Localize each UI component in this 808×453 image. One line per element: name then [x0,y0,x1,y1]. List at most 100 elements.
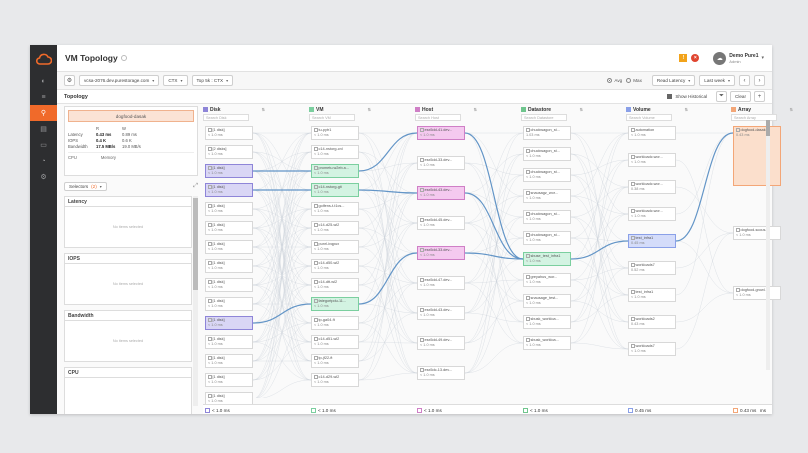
vm-node[interactable]: c14-d51-wl2 < 1.0 ms [311,335,359,349]
host-node[interactable]: esx5dd-41.dev... < 1.0 ms [417,126,465,140]
datastore-node[interactable]: snausage_test... < 1.0 ms [523,294,571,308]
filter-icon[interactable]: ⏷ [716,91,728,102]
vm-node[interactable]: c14-nstorg-cnl < 1.0 ms [311,145,359,159]
sidebar-scrollbar[interactable] [193,196,198,406]
next-arrow-icon[interactable]: › [754,75,765,86]
info-icon[interactable] [120,55,127,61]
alert-icon[interactable]: ! [679,54,688,62]
disk-node[interactable]: [1 disk] < 1.0 ms [205,373,253,387]
vm-node[interactable]: prometu.w2eb.a... < 1.0 ms [311,164,359,178]
column-header[interactable]: Datastore ⇅ [521,106,583,113]
column-header[interactable]: Volume ⇅ [626,106,688,113]
array-node[interactable]: dogfood-growl... < 1.0 ms [733,286,781,300]
disk-node[interactable]: [1 disk] < 1.0 ms [205,240,253,254]
host-node[interactable]: esx5dc-13.dev... < 1.0 ms [417,366,465,380]
array-node[interactable]: dogfood-scous... < 1.0 ms [733,226,781,240]
column-header[interactable]: Host ⇅ [415,106,477,113]
datastore-node[interactable]: chuckwagon_st... 1.03 ms [523,126,571,140]
vm-node[interactable]: tp-jf22-ft < 1.0 ms [311,354,359,368]
disk-node[interactable]: [1 disk] < 1.0 ms [205,164,253,178]
host-node[interactable]: esx5dd-33.dev... < 1.0 ms [417,246,465,260]
nav-settings-icon[interactable]: ⚙ [40,174,47,181]
array-node[interactable]: dogfood-dasak 0.43 ms [733,126,781,186]
volume-node[interactable]: workloadc.wor... 0.38 ms [628,180,676,194]
sort-select[interactable]: Top 5k : CTX ▾ [191,75,234,86]
column-search-input[interactable]: Search Volume [626,114,672,121]
column-header[interactable]: Disk ⇅ [203,106,265,113]
disk-node[interactable]: [1 disk] < 1.0 ms [205,202,253,216]
host-node[interactable]: esx5dd-49.dev... < 1.0 ms [417,336,465,350]
host-node[interactable]: esx5dd-43.dev... < 1.0 ms [417,306,465,320]
datastore-node[interactable]: greyahus_wor... < 1.0 ms [523,273,571,287]
column-search-input[interactable]: Search Host [415,114,461,121]
vm-node[interactable]: c14-dtt-wl2 < 1.0 ms [311,278,359,292]
vm-node[interactable]: c14-d50-wl2 < 1.0 ms [311,259,359,273]
vm-node[interactable]: tu-pytr1 < 1.0 ms [311,126,359,140]
disk-node[interactable]: [1 disk] < 1.0 ms [205,259,253,273]
clear-button[interactable]: Clear [730,91,751,102]
selectors-dropdown[interactable]: Selectors (2) ▾ [64,181,107,191]
nav-dashboard-icon[interactable]: ◐ [41,77,46,85]
time-range-select[interactable]: Last week ▾ [699,75,735,86]
nav-storage-icon[interactable]: ▤ [40,126,47,133]
user-menu[interactable]: ☁ Demo Pure1 Admin ▾ [713,51,764,65]
vm-node[interactable]: c14-d25-wl2 < 1.0 ms [311,221,359,235]
vm-node[interactable]: tp-ga04-ft < 1.0 ms [311,316,359,330]
column-header[interactable]: Array ⇅ [731,106,793,113]
vm-node[interactable]: golfens-t-t1cs... < 1.0 ms [311,202,359,216]
volume-node[interactable]: workloads2 0.43 ms [628,315,676,329]
settings-icon[interactable]: ⚙ [64,75,75,86]
vm-node[interactable]: c14-d29-wl2 < 1.0 ms [311,373,359,387]
selected-array-chip[interactable]: dogfood-dasak [68,110,194,122]
disk-node[interactable]: [2 disks] < 1.0 ms [205,145,253,159]
add-icon[interactable]: + [754,91,765,102]
volume-node[interactable]: test_infra1 0.45 ms [628,234,676,248]
disk-node[interactable]: [1 disk] < 1.0 ms [205,183,253,197]
column-search-input[interactable]: Search VM [309,114,355,121]
show-historical-checkbox[interactable] [667,94,673,99]
pure-logo[interactable] [30,45,57,73]
host-node[interactable]: esx5dd-47.dev... < 1.0 ms [417,276,465,290]
disk-node[interactable]: [1 disk] < 1.0 ms [205,278,253,292]
datastore-node[interactable]: sbuse_test_infra1 < 1.0 ms [523,252,571,266]
volume-node[interactable]: automation < 1.0 ms [628,126,676,140]
disk-node[interactable]: [1 disk] < 1.0 ms [205,126,253,140]
metric-select[interactable]: Read Latency ▾ [651,75,696,86]
volume-node[interactable]: test_infra1 < 1.0 ms [628,288,676,302]
vm-node[interactable]: c14-nstorg-git < 1.0 ms [311,183,359,197]
volume-node[interactable]: workloadc.wor... < 1.0 ms [628,207,676,221]
vm-node[interactable]: fategortpdu-11... < 1.0 ms [311,297,359,311]
column-header[interactable]: VM ⇅ [309,106,371,113]
expand-icon[interactable]: ⤢ [193,182,198,189]
volume-node[interactable]: workloads7 0.52 ms [628,261,676,275]
datastore-node[interactable]: sbusk_workloa... < 1.0 ms [523,336,571,350]
datastore-node[interactable]: chuckwagon_st... < 1.0 ms [523,210,571,224]
datastore-node[interactable]: chuckwagon_st... < 1.0 ms [523,147,571,161]
datastore-node[interactable]: chuckwagon_st... < 1.0 ms [523,168,571,182]
volume-node[interactable]: workloads7 < 1.0 ms [628,342,676,356]
column-search-input[interactable]: Search Array [731,114,777,121]
avg-radio[interactable]: Avg [607,78,622,83]
datastore-node[interactable]: chuckwagon_st... < 1.0 ms [523,231,571,245]
volume-node[interactable]: workloadc.wor... < 1.0 ms [628,153,676,167]
nav-list-icon[interactable]: ≡ [41,93,46,101]
datastore-node[interactable]: sbusk_workloa... < 1.0 ms [523,315,571,329]
nav-messages-icon[interactable]: ▭ [40,142,47,149]
host-node[interactable]: esx5dd-45.dev... < 1.0 ms [417,216,465,230]
nav-analytics-icon[interactable]: ⚲ [30,105,57,121]
column-search-input[interactable]: Search Disk [203,114,249,121]
error-icon[interactable]: × [691,54,700,62]
disk-node[interactable]: [1 disk] < 1.0 ms [205,221,253,235]
disk-node[interactable]: [1 disk] < 1.0 ms [205,335,253,349]
disk-node[interactable]: [1 disk] < 1.0 ms [205,354,253,368]
column-search-input[interactable]: Search Datastore [521,114,567,121]
scope-select[interactable]: CTX ▾ [163,75,188,86]
disk-node[interactable]: [1 disk] < 1.0 ms [205,316,253,330]
vm-node[interactable]: punrl-ivqpux < 1.0 ms [311,240,359,254]
disk-node[interactable]: [1 disk] < 1.0 ms [205,297,253,311]
datastore-node[interactable]: snausagz_wor... < 1.0 ms [523,189,571,203]
nav-support-icon[interactable]: ◔ [41,157,46,165]
host-node[interactable]: esx5dd-33.dev... < 1.0 ms [417,156,465,170]
disk-node[interactable]: [1 disk] < 1.0 ms [205,392,253,406]
graph-scrollbar[interactable] [766,120,770,370]
